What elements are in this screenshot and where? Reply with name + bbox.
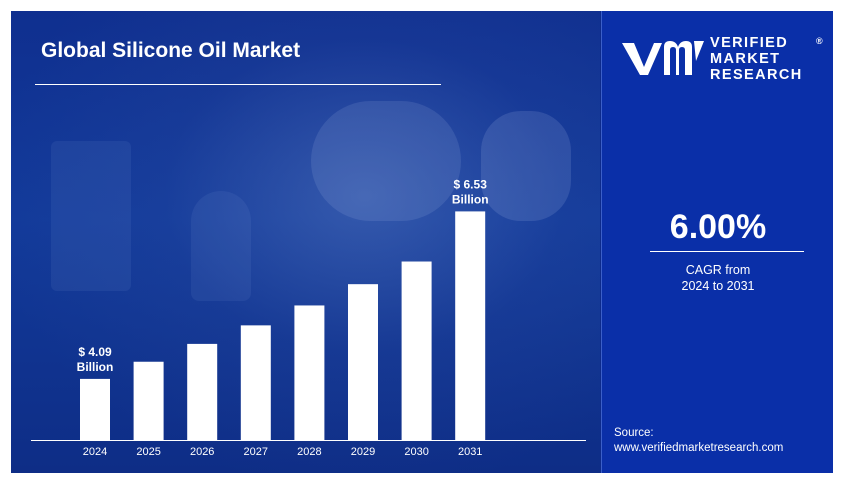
bar-2026 [187,343,218,440]
brand-wordmark: VERIFIED MARKET RESEARCH ® [710,35,823,83]
brand-line-1: VERIFIED [710,35,789,51]
x-tick-label-2029: 2029 [351,446,375,458]
x-tick-label-2031: 2031 [458,446,482,458]
bar-chart: 2024 2025 2026 2027 2028 2029 2030 2031$ 4.09Bi… [31,177,586,458]
source-url[interactable]: www.verifiedmarketresearch.com [614,442,784,454]
cagr-label: CAGR from 2024 to 2031 [602,262,833,294]
bar-2027 [240,325,271,440]
bar-2028 [294,305,325,440]
cagr-label-line-2: 2024 to 2031 [681,279,755,293]
x-tick-label-2026: 2026 [190,446,214,458]
data-label-2031-line-1: $ 6.53 [454,177,488,191]
data-label-2024-line-1: $ 4.09 [78,345,112,359]
bar-2030 [401,261,432,440]
bar-2024 [80,378,110,440]
infographic-frame: Global Silicone Oil Market 2024 2025 2026 2… [11,11,833,473]
chart-title: Global Silicone Oil Market [41,39,301,62]
registered-mark: ® [816,36,825,46]
brand-line-2: MARKET [710,51,781,67]
x-tick-label-2030: 2030 [404,446,428,458]
lab-glove-decoration [481,111,571,221]
source-note: Source: www.verifiedmarketresearch.com [614,426,783,456]
lab-flask-decoration [191,191,251,301]
chart-panel: Global Silicone Oil Market 2024 2025 2026 2… [11,11,600,473]
summary-panel: VERIFIED MARKET RESEARCH ® 6.00% CAGR fr… [601,11,833,473]
vmr-logo-icon [622,41,704,75]
x-tick-label-2028: 2028 [297,446,321,458]
title-underline [35,84,441,85]
data-label-2031-line-2: Billion [452,192,489,206]
x-tick-label-2025: 2025 [136,446,160,458]
x-tick-label-2027: 2027 [244,446,268,458]
data-label-2024-line-2: Billion [77,360,114,374]
bar-2029 [348,284,378,440]
bar-2031 [455,211,486,440]
brand-line-3: RESEARCH [710,67,803,83]
cagr-divider [650,251,804,252]
x-tick-label-2024: 2024 [83,446,107,458]
bar-2025 [133,361,164,440]
lab-bottle-decoration [51,141,131,291]
cagr-value: 6.00% [669,208,767,246]
cagr-label-line-1: CAGR from [685,263,751,277]
lab-hands-decoration [311,101,461,221]
source-label: Source: [614,427,654,439]
